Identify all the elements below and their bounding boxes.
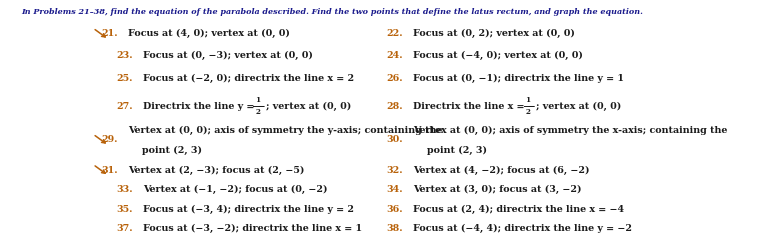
Text: 21.: 21. — [101, 29, 118, 38]
Text: 25.: 25. — [116, 74, 133, 82]
Text: Vertex at (0, 0); axis of symmetry the y-axis; containing the: Vertex at (0, 0); axis of symmetry the y… — [128, 126, 442, 135]
Text: Vertex at (2, −3); focus at (2, −5): Vertex at (2, −3); focus at (2, −5) — [128, 165, 304, 175]
Text: 31.: 31. — [101, 166, 118, 175]
Text: 29.: 29. — [101, 135, 118, 144]
Text: Focus at (−4, 0); vertex at (0, 0): Focus at (−4, 0); vertex at (0, 0) — [413, 51, 583, 61]
Text: 2: 2 — [256, 108, 260, 116]
Text: point (2, 3): point (2, 3) — [142, 146, 202, 155]
Text: Focus at (−3, −2); directrix the line x = 1: Focus at (−3, −2); directrix the line x … — [143, 224, 362, 233]
Text: Focus at (0, −1); directrix the line y = 1: Focus at (0, −1); directrix the line y =… — [413, 73, 624, 83]
Text: 1: 1 — [526, 96, 530, 104]
Text: 30.: 30. — [387, 135, 403, 144]
Text: Focus at (−3, 4); directrix the line y = 2: Focus at (−3, 4); directrix the line y =… — [143, 205, 354, 214]
Text: point (2, 3): point (2, 3) — [427, 146, 487, 155]
Text: Focus at (0, 2); vertex at (0, 0): Focus at (0, 2); vertex at (0, 0) — [413, 29, 575, 38]
Text: Focus at (−2, 0); directrix the line x = 2: Focus at (−2, 0); directrix the line x =… — [143, 73, 354, 83]
Text: 38.: 38. — [387, 224, 403, 233]
Text: 33.: 33. — [116, 185, 133, 194]
Text: 1: 1 — [256, 96, 260, 104]
Text: Focus at (−4, 4); directrix the line y = −2: Focus at (−4, 4); directrix the line y =… — [413, 224, 632, 233]
Text: ; vertex at (0, 0): ; vertex at (0, 0) — [266, 101, 351, 111]
Text: Focus at (0, −3); vertex at (0, 0): Focus at (0, −3); vertex at (0, 0) — [143, 51, 313, 61]
Text: Vertex at (3, 0); focus at (3, −2): Vertex at (3, 0); focus at (3, −2) — [413, 185, 581, 195]
Text: 24.: 24. — [387, 51, 403, 60]
Text: Focus at (4, 0); vertex at (0, 0): Focus at (4, 0); vertex at (0, 0) — [128, 29, 290, 38]
Text: Focus at (2, 4); directrix the line x = −4: Focus at (2, 4); directrix the line x = … — [413, 205, 624, 214]
Text: In Problems 21–38, find the equation of the parabola described. Find the two poi: In Problems 21–38, find the equation of … — [21, 8, 643, 16]
Text: 2: 2 — [526, 108, 530, 116]
Text: Directrix the line x = −: Directrix the line x = − — [413, 102, 536, 110]
Text: 37.: 37. — [116, 224, 133, 233]
Text: Vertex at (−1, −2); focus at (0, −2): Vertex at (−1, −2); focus at (0, −2) — [143, 185, 327, 195]
Text: 35.: 35. — [116, 205, 133, 214]
Text: ; vertex at (0, 0): ; vertex at (0, 0) — [536, 101, 621, 111]
Text: 34.: 34. — [387, 185, 403, 194]
Text: 36.: 36. — [387, 205, 403, 214]
Text: 28.: 28. — [387, 102, 403, 110]
Text: 26.: 26. — [387, 74, 403, 82]
Text: Vertex at (0, 0); axis of symmetry the x-axis; containing the: Vertex at (0, 0); axis of symmetry the x… — [413, 126, 728, 135]
Text: 23.: 23. — [116, 51, 133, 60]
Text: 27.: 27. — [116, 102, 133, 110]
Text: 22.: 22. — [387, 29, 403, 38]
Text: Vertex at (4, −2); focus at (6, −2): Vertex at (4, −2); focus at (6, −2) — [413, 165, 590, 175]
Text: 32.: 32. — [387, 166, 403, 175]
Text: Directrix the line y = −: Directrix the line y = − — [143, 102, 266, 110]
